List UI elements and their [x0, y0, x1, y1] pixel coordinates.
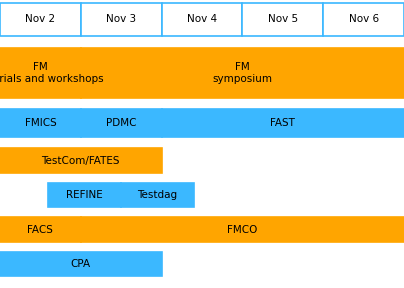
Bar — [0, 148, 162, 173]
Text: Nov 5: Nov 5 — [268, 14, 298, 24]
Text: TestCom/FATES: TestCom/FATES — [42, 156, 120, 166]
Bar — [242, 3, 323, 36]
Text: Nov 3: Nov 3 — [106, 14, 136, 24]
Bar — [0, 48, 81, 98]
Bar — [81, 217, 404, 242]
Bar — [162, 109, 404, 137]
Text: FMCO: FMCO — [227, 225, 258, 235]
Text: Testdag: Testdag — [137, 190, 178, 200]
Text: FAST: FAST — [270, 118, 295, 128]
Text: REFINE: REFINE — [67, 190, 103, 200]
Bar — [81, 3, 162, 36]
Text: CPA: CPA — [71, 259, 91, 269]
Bar — [81, 48, 404, 98]
Text: FM
symposium: FM symposium — [213, 62, 272, 84]
Bar — [0, 252, 162, 276]
Bar — [0, 3, 81, 36]
Bar — [323, 3, 404, 36]
Bar — [81, 109, 162, 137]
Bar — [48, 183, 121, 207]
Text: FACS: FACS — [27, 225, 53, 235]
Text: FMICS: FMICS — [25, 118, 56, 128]
Bar — [162, 3, 242, 36]
Bar — [121, 183, 194, 207]
Text: FM
tutorials and workshops: FM tutorials and workshops — [0, 62, 103, 84]
Text: Nov 2: Nov 2 — [25, 14, 55, 24]
Text: PDMC: PDMC — [106, 118, 137, 128]
Bar — [0, 217, 81, 242]
Bar — [0, 109, 81, 137]
Text: Nov 6: Nov 6 — [349, 14, 379, 24]
Text: Nov 4: Nov 4 — [187, 14, 217, 24]
